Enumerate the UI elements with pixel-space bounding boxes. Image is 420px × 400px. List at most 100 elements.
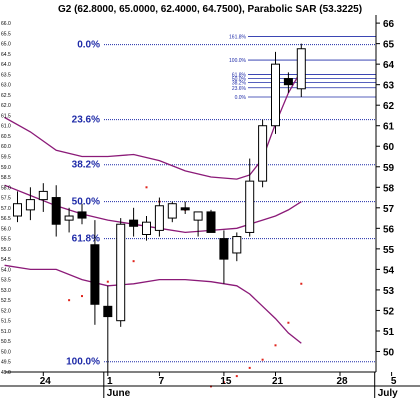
candle-body-up — [38, 190, 48, 201]
fib-level-label: 23.6% — [72, 115, 100, 126]
candle-body-up — [13, 203, 22, 217]
y-minor-tick-label: 60.0 — [1, 144, 11, 150]
y-tick-label: 54 — [383, 265, 395, 276]
sar-dot — [248, 366, 251, 369]
candle-body-up — [296, 48, 306, 90]
upper-band-line — [4, 69, 302, 180]
y-minor-tick-label: 64.5 — [1, 52, 11, 58]
x-tick-label: 7 — [159, 376, 165, 387]
candle-body-up — [142, 221, 151, 235]
x-tick-label: 24 — [40, 376, 52, 387]
sar-dot — [300, 282, 303, 285]
x-tick-label: 28 — [336, 376, 348, 387]
sar-dot — [145, 186, 148, 189]
y-minor-tick-label: 55.5 — [1, 237, 11, 243]
y-minor-tick-label: 61.5 — [1, 113, 11, 119]
candle-body-down — [206, 211, 216, 233]
y-minor-tick-label: 52.5 — [1, 298, 11, 304]
fib-projection-label: 100.0% — [229, 58, 247, 64]
candle-body-up — [271, 63, 280, 127]
sar-dot — [132, 260, 135, 263]
y-tick-label: 58 — [383, 183, 395, 194]
fib-projection-label: 61.8% — [232, 72, 247, 78]
candle-body-up — [258, 125, 268, 182]
axis-layer: 505152535455565758596061626364656649.049… — [0, 15, 420, 399]
fib-level-label: 50.0% — [72, 197, 100, 208]
candle-body-down — [77, 211, 87, 219]
candle-body-down — [219, 238, 229, 260]
fib-projection-label: 38.2% — [232, 81, 247, 87]
y-minor-tick-label: 53.0 — [1, 288, 11, 294]
candle-body-up — [245, 180, 255, 233]
fib-level-label: 61.8% — [72, 234, 100, 245]
fib-level-label: 0.0% — [77, 40, 100, 51]
sar-dot — [261, 358, 264, 361]
y-tick-label: 64 — [383, 60, 395, 71]
y-tick-label: 55 — [383, 245, 395, 256]
x-tick-label: 1 — [107, 376, 113, 387]
y-minor-tick-label: 54.5 — [1, 257, 11, 263]
y-minor-tick-label: 51.5 — [1, 319, 11, 325]
y-minor-tick-label: 58.5 — [1, 175, 11, 181]
y-tick-label: 52 — [383, 306, 395, 317]
y-minor-tick-label: 55.0 — [1, 247, 11, 253]
lower-band-line — [4, 264, 302, 344]
candle-layer — [13, 43, 306, 372]
candle-body-up — [232, 236, 242, 254]
fib-level-label: 100.0% — [66, 357, 100, 368]
y-tick-label: 53 — [383, 286, 395, 297]
y-minor-tick-label: 51.0 — [1, 329, 11, 335]
y-minor-tick-label: 65.5 — [1, 31, 11, 37]
y-minor-tick-label: 56.0 — [1, 226, 11, 232]
y-minor-tick-label: 59.5 — [1, 155, 11, 161]
y-minor-tick-label: 62.0 — [1, 103, 11, 109]
y-minor-tick-label: 62.5 — [1, 93, 11, 99]
y-minor-tick-label: 50.0 — [1, 349, 11, 355]
candle-body-down — [180, 207, 190, 211]
y-minor-tick-label: 50.5 — [1, 339, 11, 345]
sar-dot — [235, 375, 238, 378]
middle-band-line — [4, 184, 302, 234]
y-tick-label: 51 — [383, 327, 395, 338]
sar-dot — [274, 344, 277, 347]
candle-body-up — [116, 223, 126, 322]
candle-body-down — [51, 197, 61, 225]
y-minor-tick-label: 57.5 — [1, 196, 11, 202]
y-tick-label: 59 — [383, 163, 395, 174]
y-tick-label: 61 — [383, 122, 395, 133]
fib-projection-label: 161.8% — [229, 34, 247, 40]
y-minor-tick-label: 60.5 — [1, 134, 11, 140]
y-minor-tick-label: 64.0 — [1, 62, 11, 68]
x-tick-label: 15 — [220, 376, 232, 387]
y-minor-tick-label: 59.0 — [1, 165, 11, 171]
y-minor-tick-label: 53.5 — [1, 278, 11, 284]
candle-body-down — [103, 305, 113, 318]
y-minor-tick-label: 65.0 — [1, 42, 11, 48]
candle-body-up — [167, 203, 177, 219]
candle-body-up — [154, 205, 164, 231]
candle-body-up — [193, 211, 203, 221]
fib-projection-label: 50.0% — [232, 77, 247, 83]
y-minor-tick-label: 54.0 — [1, 267, 11, 273]
y-minor-tick-label: 58.0 — [1, 185, 11, 191]
sar-dot — [106, 280, 109, 283]
y-minor-tick-label: 57.0 — [1, 206, 11, 212]
x-tick-label: 21 — [272, 376, 284, 387]
candle-body-down — [90, 244, 100, 305]
sar-dot — [81, 295, 83, 298]
y-minor-tick-label: 52.0 — [1, 308, 11, 314]
y-tick-label: 63 — [383, 81, 395, 92]
month-label: June — [107, 388, 131, 399]
sar-dot — [222, 381, 225, 384]
fibonacci-layer: 0.0%23.6%38.2%50.0%61.8%100.0%161.8%100.… — [66, 34, 376, 368]
y-minor-tick-label: 56.5 — [1, 216, 11, 222]
y-tick-label: 57 — [383, 204, 395, 215]
y-tick-label: 66 — [383, 19, 395, 30]
y-tick-label: 60 — [383, 142, 395, 153]
x-tick-label: 5 — [391, 376, 397, 387]
fib-projection-label: 0.0% — [235, 95, 247, 101]
y-minor-tick-label: 66.0 — [1, 21, 11, 27]
band-layer — [4, 69, 302, 344]
candle-body-up — [64, 215, 74, 221]
y-tick-label: 62 — [383, 101, 395, 112]
